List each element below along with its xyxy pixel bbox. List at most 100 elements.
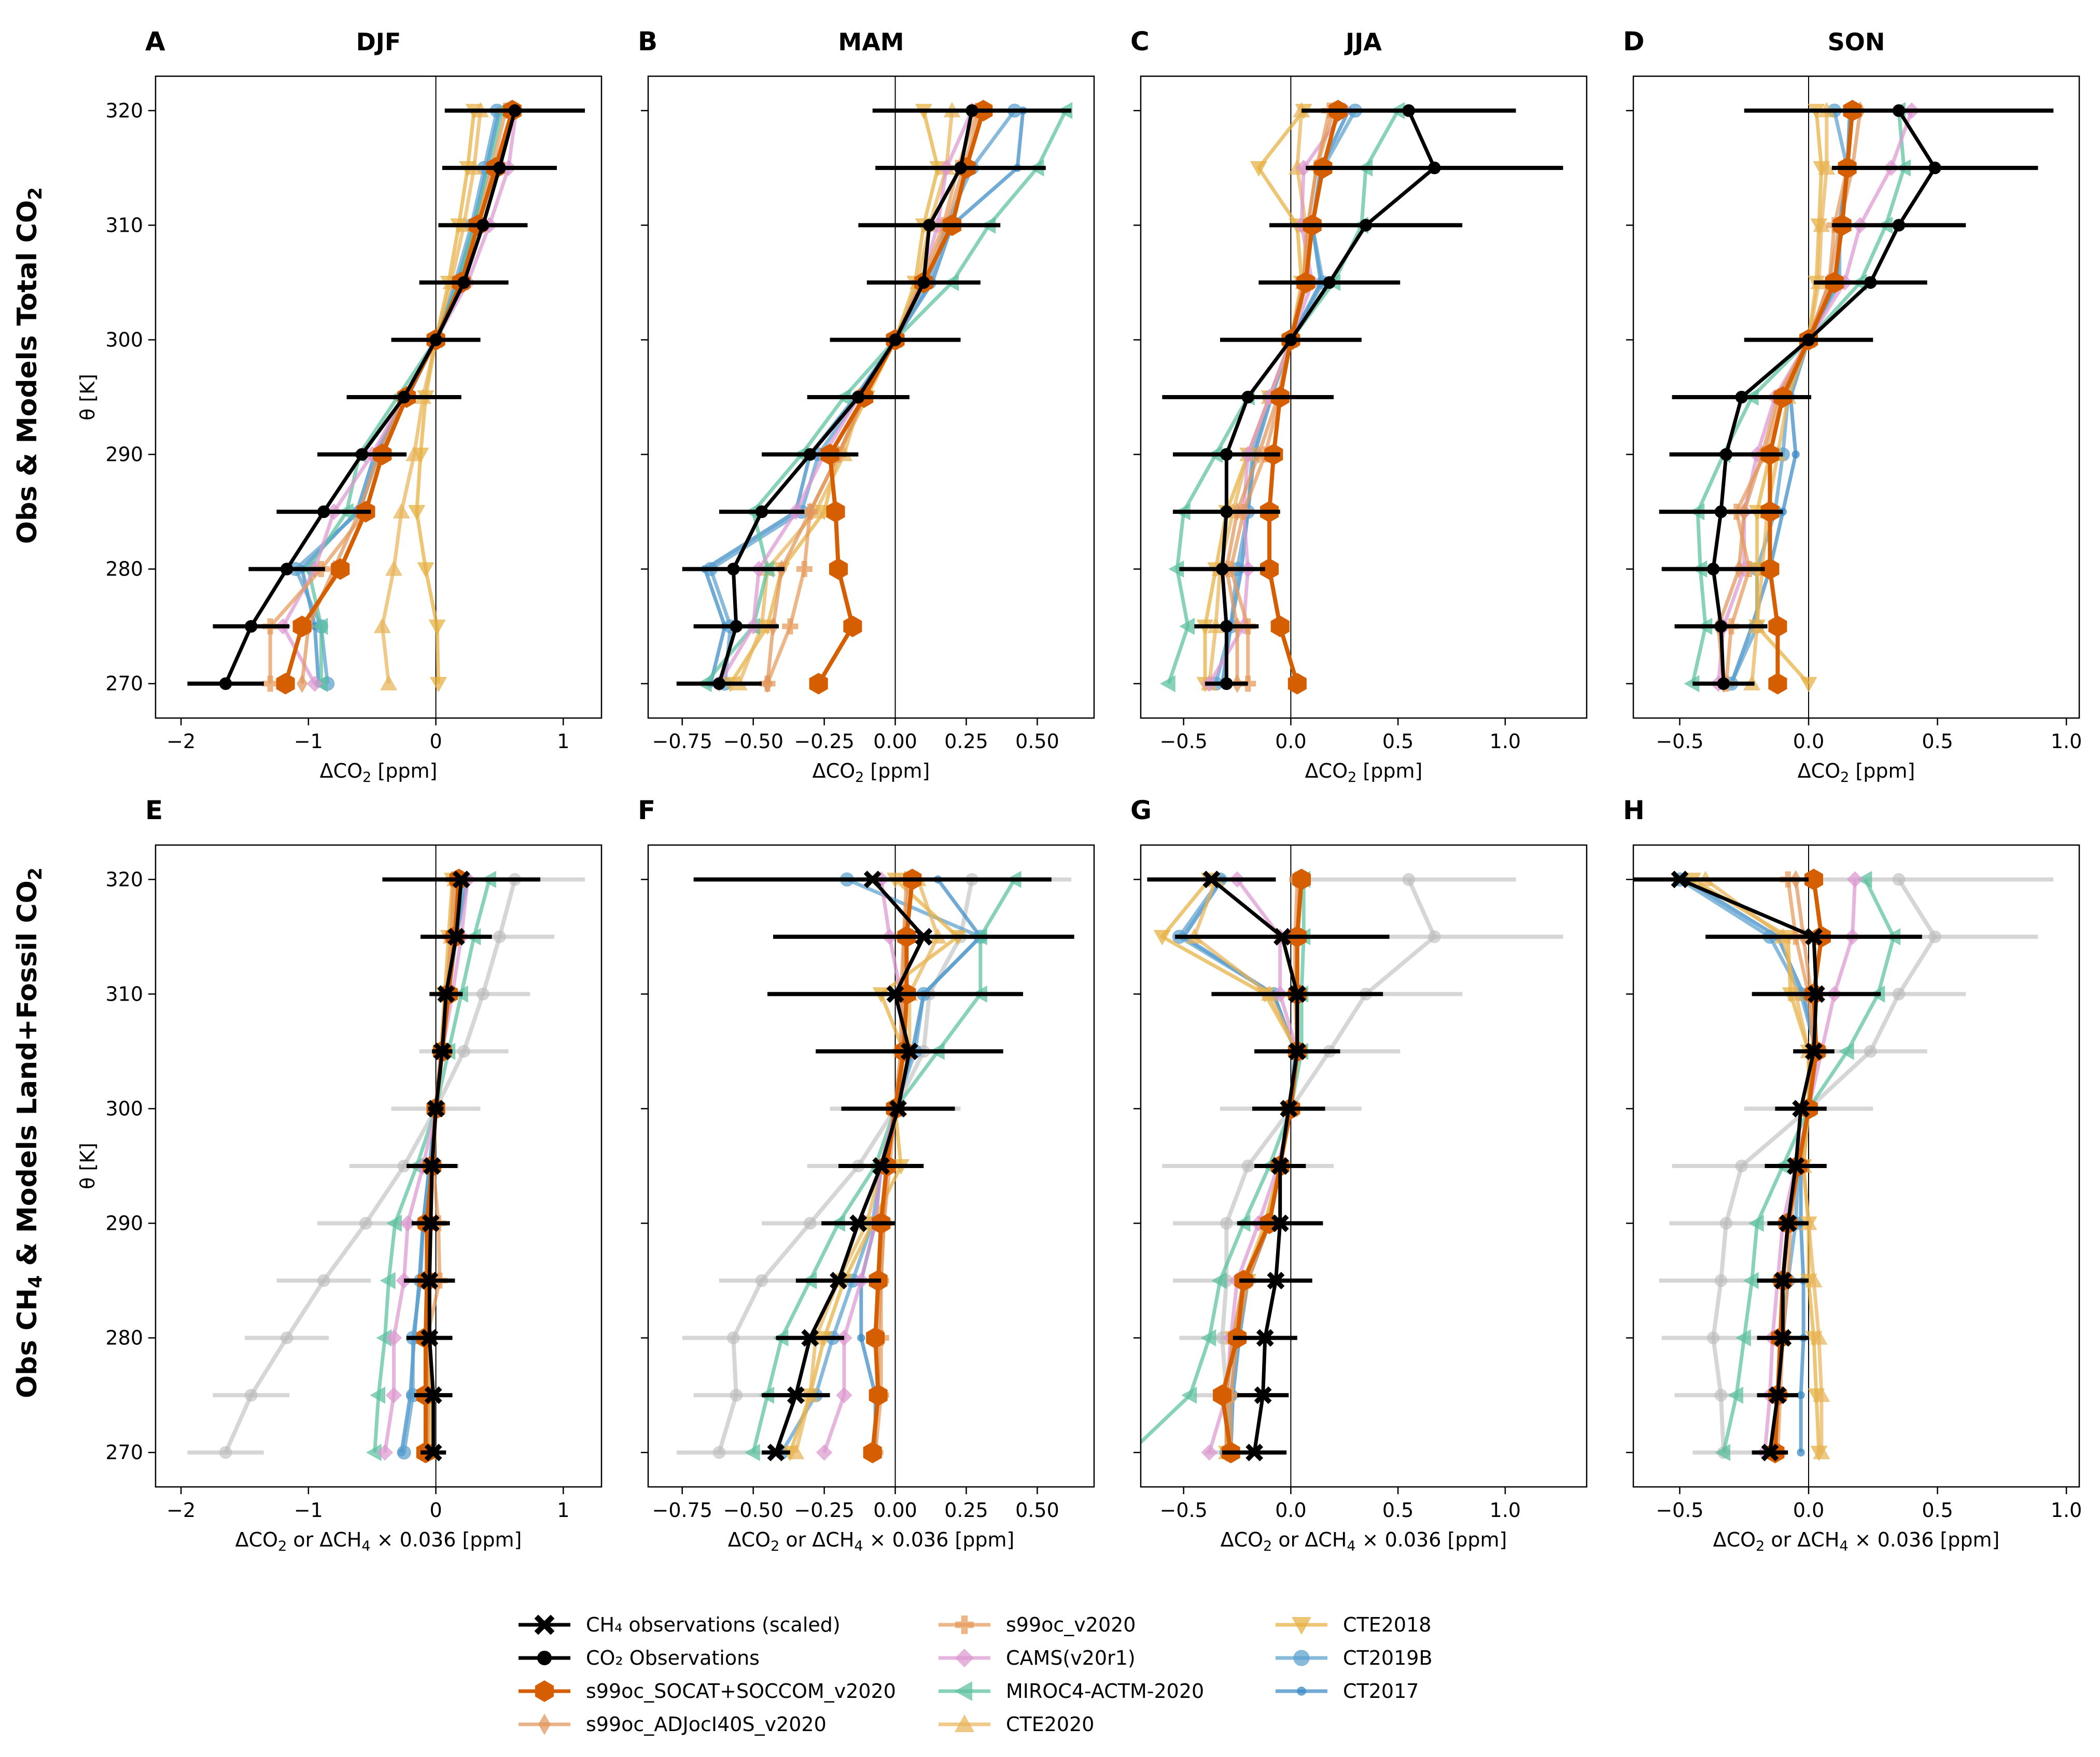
x-tick-label: −0.25	[794, 1499, 854, 1522]
obs-point	[437, 985, 455, 1003]
obs-point	[424, 1443, 442, 1461]
x-tick-label: 0.00	[873, 1499, 917, 1522]
obs-point	[423, 1157, 441, 1175]
legend-label: CTE2018	[1343, 1613, 1431, 1636]
panel-title: MAM	[838, 28, 904, 56]
obs-point	[849, 1214, 867, 1232]
x-label-part: [ppm]	[1356, 760, 1422, 782]
x-label-sub: 2	[1756, 1538, 1765, 1554]
co2-obs	[676, 104, 1072, 690]
obs-point	[424, 1386, 442, 1404]
legend-marker	[955, 1714, 974, 1732]
plot-area	[676, 868, 1074, 1464]
y-tick-label: 320	[105, 868, 143, 891]
panel-frame	[647, 844, 1095, 1488]
obs-point	[1271, 1157, 1289, 1175]
x-tick-label: 0.50	[1015, 730, 1059, 753]
obs-point	[830, 1272, 847, 1290]
x-axis-label: ΔCO2 [ppm]	[813, 760, 930, 785]
series-point	[1201, 1444, 1217, 1461]
obs-point	[863, 870, 881, 889]
series-point	[292, 615, 312, 637]
obs-point	[767, 1443, 785, 1461]
legend-item-cte2018: CTE2018	[1276, 1613, 1431, 1636]
obs-point	[804, 448, 817, 461]
series-point	[399, 1215, 416, 1232]
obs-point	[1761, 1443, 1779, 1461]
obs-point	[886, 985, 904, 1003]
obs-point	[1787, 1157, 1805, 1175]
series-point	[1805, 1272, 1823, 1288]
obs-point	[1428, 161, 1441, 175]
obs-point	[280, 1331, 293, 1344]
series-point	[809, 672, 828, 695]
legend-marker	[954, 1681, 972, 1701]
x-tick-label: 0.25	[944, 730, 988, 753]
y-axis-label: θ [K]	[76, 374, 99, 420]
panel-frame	[1140, 75, 1588, 719]
series-point	[1292, 868, 1311, 891]
x-tick-label: 0.5	[1922, 730, 1953, 753]
x-label-part: or ΔCH	[1765, 1528, 1839, 1551]
x-label-part: [ppm]	[371, 760, 437, 782]
panel-d: −0.5 0.0 0.5 1.0 ΔCO2 [ppm] D SON	[1623, 26, 2082, 785]
legend-marker	[955, 1615, 974, 1634]
ch4-obs	[382, 870, 541, 1461]
obs-point	[1220, 1217, 1233, 1230]
x-axis-label: ΔCO2 or ΔCH4 × 0.036 [ppm]	[235, 1528, 522, 1554]
legend-marker	[535, 1680, 554, 1702]
series-point	[276, 672, 295, 695]
series-point	[866, 1327, 885, 1349]
series-point	[1728, 1386, 1743, 1404]
x-tick-label: 0.0	[1793, 730, 1824, 753]
obs-point	[712, 677, 726, 690]
legend-label: CT2019B	[1343, 1647, 1433, 1669]
series-point	[1260, 558, 1279, 580]
x-tick-label: −1	[294, 730, 323, 753]
x-label-part: ΔCO	[813, 760, 855, 782]
panel-a: −2 −1 0 1 270 280 290 300 310 320 θ [K] ΔCO2 [ppm] A…	[76, 26, 603, 785]
obs-point	[1864, 276, 1877, 289]
obs-point	[493, 930, 506, 944]
y-tick-label: 300	[105, 328, 143, 351]
obs-point	[900, 1042, 918, 1060]
obs-point	[427, 1100, 445, 1118]
obs-point	[1892, 104, 1906, 117]
panel-h: −0.5 0.0 0.5 1.0 ΔCO2 or ΔCH4 × 0.036 [ppm] H	[1623, 795, 2082, 1554]
legend-marker	[955, 1649, 974, 1667]
obs-point	[457, 1045, 470, 1058]
obs-point	[1892, 873, 1906, 886]
x-tick-label: 0.5	[1382, 1499, 1413, 1522]
obs-point	[1717, 677, 1730, 690]
obs-point	[245, 620, 258, 633]
x-tick-label: −0.75	[652, 730, 712, 753]
x-label-part: ΔCO	[728, 1528, 771, 1551]
legend-label: s99oc_ADJocI40S_v2020	[586, 1713, 827, 1736]
x-tick-label: −0.75	[652, 1499, 712, 1522]
co2-obs	[187, 104, 585, 690]
obs-point	[317, 1274, 330, 1287]
legend-marker	[1292, 1617, 1311, 1635]
series-point	[1846, 871, 1864, 888]
series-point	[1153, 930, 1171, 946]
obs-point	[1241, 1159, 1254, 1173]
panel-letter: E	[145, 795, 163, 825]
obs-point	[1714, 620, 1728, 633]
obs-point	[1254, 1386, 1272, 1404]
series-point	[1760, 558, 1780, 580]
plot-area	[187, 100, 585, 695]
panel-e: −2 −1 0 1 270 280 290 300 310 320 θ [K] ΔCO2 or ΔCH…	[76, 795, 603, 1554]
series-point	[1748, 1215, 1764, 1232]
obs-point	[1774, 1272, 1792, 1290]
x-axis-label: ΔCO2 or ΔCH4 × 0.036 [ppm]	[728, 1528, 1015, 1554]
series-point	[1791, 450, 1800, 459]
series-point	[762, 674, 773, 693]
legend-label: CTE2020	[1006, 1713, 1094, 1736]
series-point	[376, 1444, 393, 1461]
obs-point	[1928, 161, 1941, 175]
obs-point	[429, 333, 442, 346]
x-axis-label: ΔCO2 [ppm]	[1798, 760, 1915, 785]
obs-point	[917, 276, 930, 289]
